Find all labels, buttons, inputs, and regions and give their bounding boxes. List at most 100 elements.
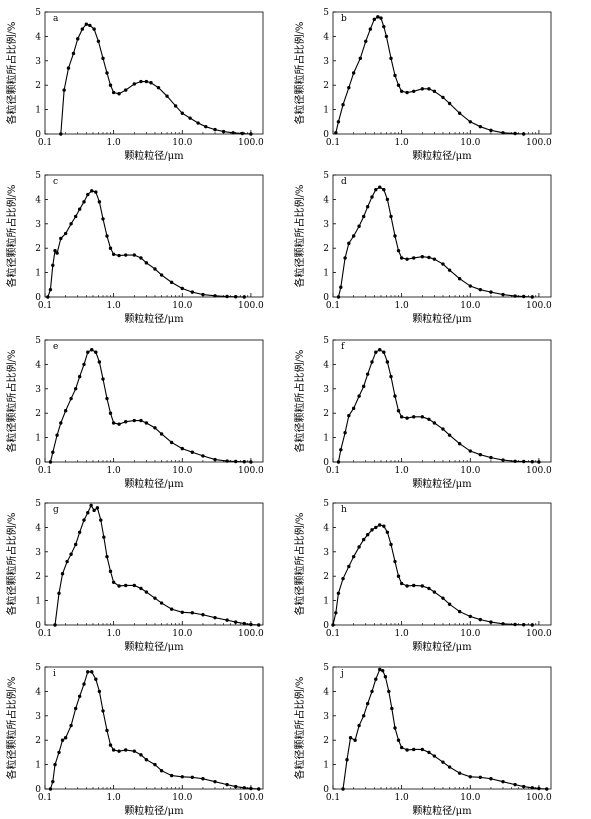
panel-i-ytick-label-2: 2: [35, 736, 41, 746]
panel-a-data-point: [180, 111, 184, 115]
panel-j-data-point: [468, 775, 472, 779]
panel-b-data-point: [420, 87, 424, 91]
panel-c-data-point: [153, 267, 157, 271]
panel-c-data-point: [233, 295, 238, 299]
panel-h-data-point: [357, 545, 361, 549]
panel-b-ytick-label-2: 2: [323, 81, 329, 91]
panel-e-xtick-label-3: 100.0: [238, 466, 264, 476]
panel-b-data-point: [478, 124, 483, 129]
panel-b-ytick-label-4: 4: [323, 32, 329, 42]
panel-c-ytick-label-0: 0: [35, 293, 41, 303]
panel-a-ytick-label-0: 0: [35, 130, 41, 140]
panel-c-data-point: [53, 248, 57, 253]
panel-g-ytick-label-0: 0: [35, 621, 41, 631]
panel-d-data-point: [396, 248, 401, 253]
panel-j-xtick-label-3: 100.0: [526, 793, 552, 803]
panel-b-data-point: [372, 17, 377, 22]
panel-d-data-point: [351, 234, 356, 238]
panel-j-letter: j: [340, 669, 344, 679]
panel-a-data-point: [156, 85, 161, 90]
panel-a-ytick-label-1: 1: [35, 106, 41, 116]
panel-a-data-point: [80, 27, 85, 31]
panel-i-ylabel: 各粒径颗粒所占比例/%: [5, 677, 18, 780]
panel-f-data-point: [393, 394, 397, 398]
panel-j-data-point: [345, 758, 349, 762]
panel-i-series-line: [49, 671, 259, 790]
panel-f-data-point: [399, 415, 404, 419]
panel-h-data-point: [347, 564, 351, 569]
panel-f-data-point: [412, 415, 416, 419]
panel-c-data-point: [213, 294, 217, 298]
panel-d-data-point: [432, 257, 437, 261]
panel-d-data-point: [370, 195, 374, 199]
panel-b-data-point: [393, 73, 397, 78]
panel-h-data-point: [420, 584, 424, 588]
panel-f-data-point: [370, 360, 374, 364]
panel-b-data-point: [347, 85, 351, 90]
panel-e-data-point: [48, 460, 53, 464]
panel-c-ylabel: 各粒径颗粒所占比例/%: [5, 185, 18, 288]
panel-e-data-point: [59, 421, 63, 425]
panel-c-data-point: [108, 246, 113, 250]
panel-a-data-point: [108, 83, 113, 87]
panel-i-xtick-label-0: 0.1: [38, 793, 52, 803]
panel-e-ytick-label-1: 1: [35, 434, 41, 444]
panel-j-data-point: [420, 747, 424, 752]
panel-h-ytick-label-4: 4: [323, 523, 329, 533]
panel-c-data-point: [201, 292, 205, 297]
panel-f-xlabel: 颗粒粒径/μm: [412, 477, 472, 490]
panel-g-data-point: [53, 623, 57, 627]
panel-f-ytick-label-1: 1: [323, 434, 329, 444]
panel-i-xlabel: 颗粒粒径/μm: [124, 804, 184, 817]
panel-j-data-point: [399, 745, 404, 750]
panel-j-data-point: [370, 689, 374, 694]
panel-c-data-point: [180, 286, 184, 291]
panel-b-data-point: [389, 56, 393, 61]
panel-f-data-point: [489, 455, 493, 460]
panel-h-data-point: [374, 525, 378, 530]
panel-d-data-point: [399, 256, 404, 260]
panel-b-data-point: [384, 34, 389, 39]
panel-d-data-point: [336, 295, 341, 299]
panel-a-data-point: [165, 94, 169, 98]
panel-c-ytick-label-2: 2: [35, 244, 41, 254]
panel-j-data-point: [530, 786, 534, 790]
panel-i-data-point: [101, 709, 105, 713]
panel-c-frame: [44, 174, 264, 298]
panel-a-data-point: [76, 37, 80, 41]
panel-c-data-point: [242, 295, 246, 299]
panel-g-data-point: [144, 590, 149, 594]
panel-b-data-point: [521, 132, 526, 136]
panel-h-letter: h: [341, 505, 347, 515]
panel-j-data-point: [405, 748, 409, 752]
panel-b-xtick-label-2: 10.0: [460, 138, 480, 148]
panel-j-xtick-label-2: 10.0: [460, 793, 480, 803]
panel-f-ytick-label-4: 4: [323, 360, 329, 370]
panel-f-ytick-label-0: 0: [323, 458, 329, 468]
panel-e-data-point: [242, 460, 246, 464]
panel-g-frame: [44, 502, 264, 626]
panel-i-data-point: [111, 748, 116, 752]
panel-f-data-point: [347, 413, 351, 418]
panel-a-data-point: [88, 23, 92, 28]
panel-e-data-point: [90, 348, 94, 352]
panel-g-data-point: [225, 618, 229, 622]
panel-f-data-point: [343, 431, 347, 435]
panel-b-xtick-label-1: 1.0: [394, 138, 409, 148]
panel-f-xtick-label-3: 100.0: [526, 466, 552, 476]
panel-h-data-point: [361, 537, 366, 542]
panel-c-data-point: [59, 236, 63, 241]
panel-a-data-point: [204, 124, 208, 129]
panel-d-ytick-label-1: 1: [323, 269, 329, 279]
panel-d-data-point: [521, 294, 526, 299]
panel-i-ytick-label-0: 0: [35, 785, 41, 795]
panel-f-ytick-label-5: 5: [323, 336, 329, 346]
panel-c-xtick-label-3: 100.0: [238, 301, 264, 311]
panel-d-data-point: [374, 187, 378, 192]
panel-f-data-point: [361, 384, 366, 389]
panel-d-data-point: [412, 256, 416, 260]
panel-a-xtick-label-1: 1.0: [106, 138, 121, 148]
panel-j-data-point: [341, 787, 345, 791]
panel-b-ylabel: 各粒径颗粒所占比例/%: [293, 22, 306, 125]
panel-i-data-point: [225, 782, 229, 787]
